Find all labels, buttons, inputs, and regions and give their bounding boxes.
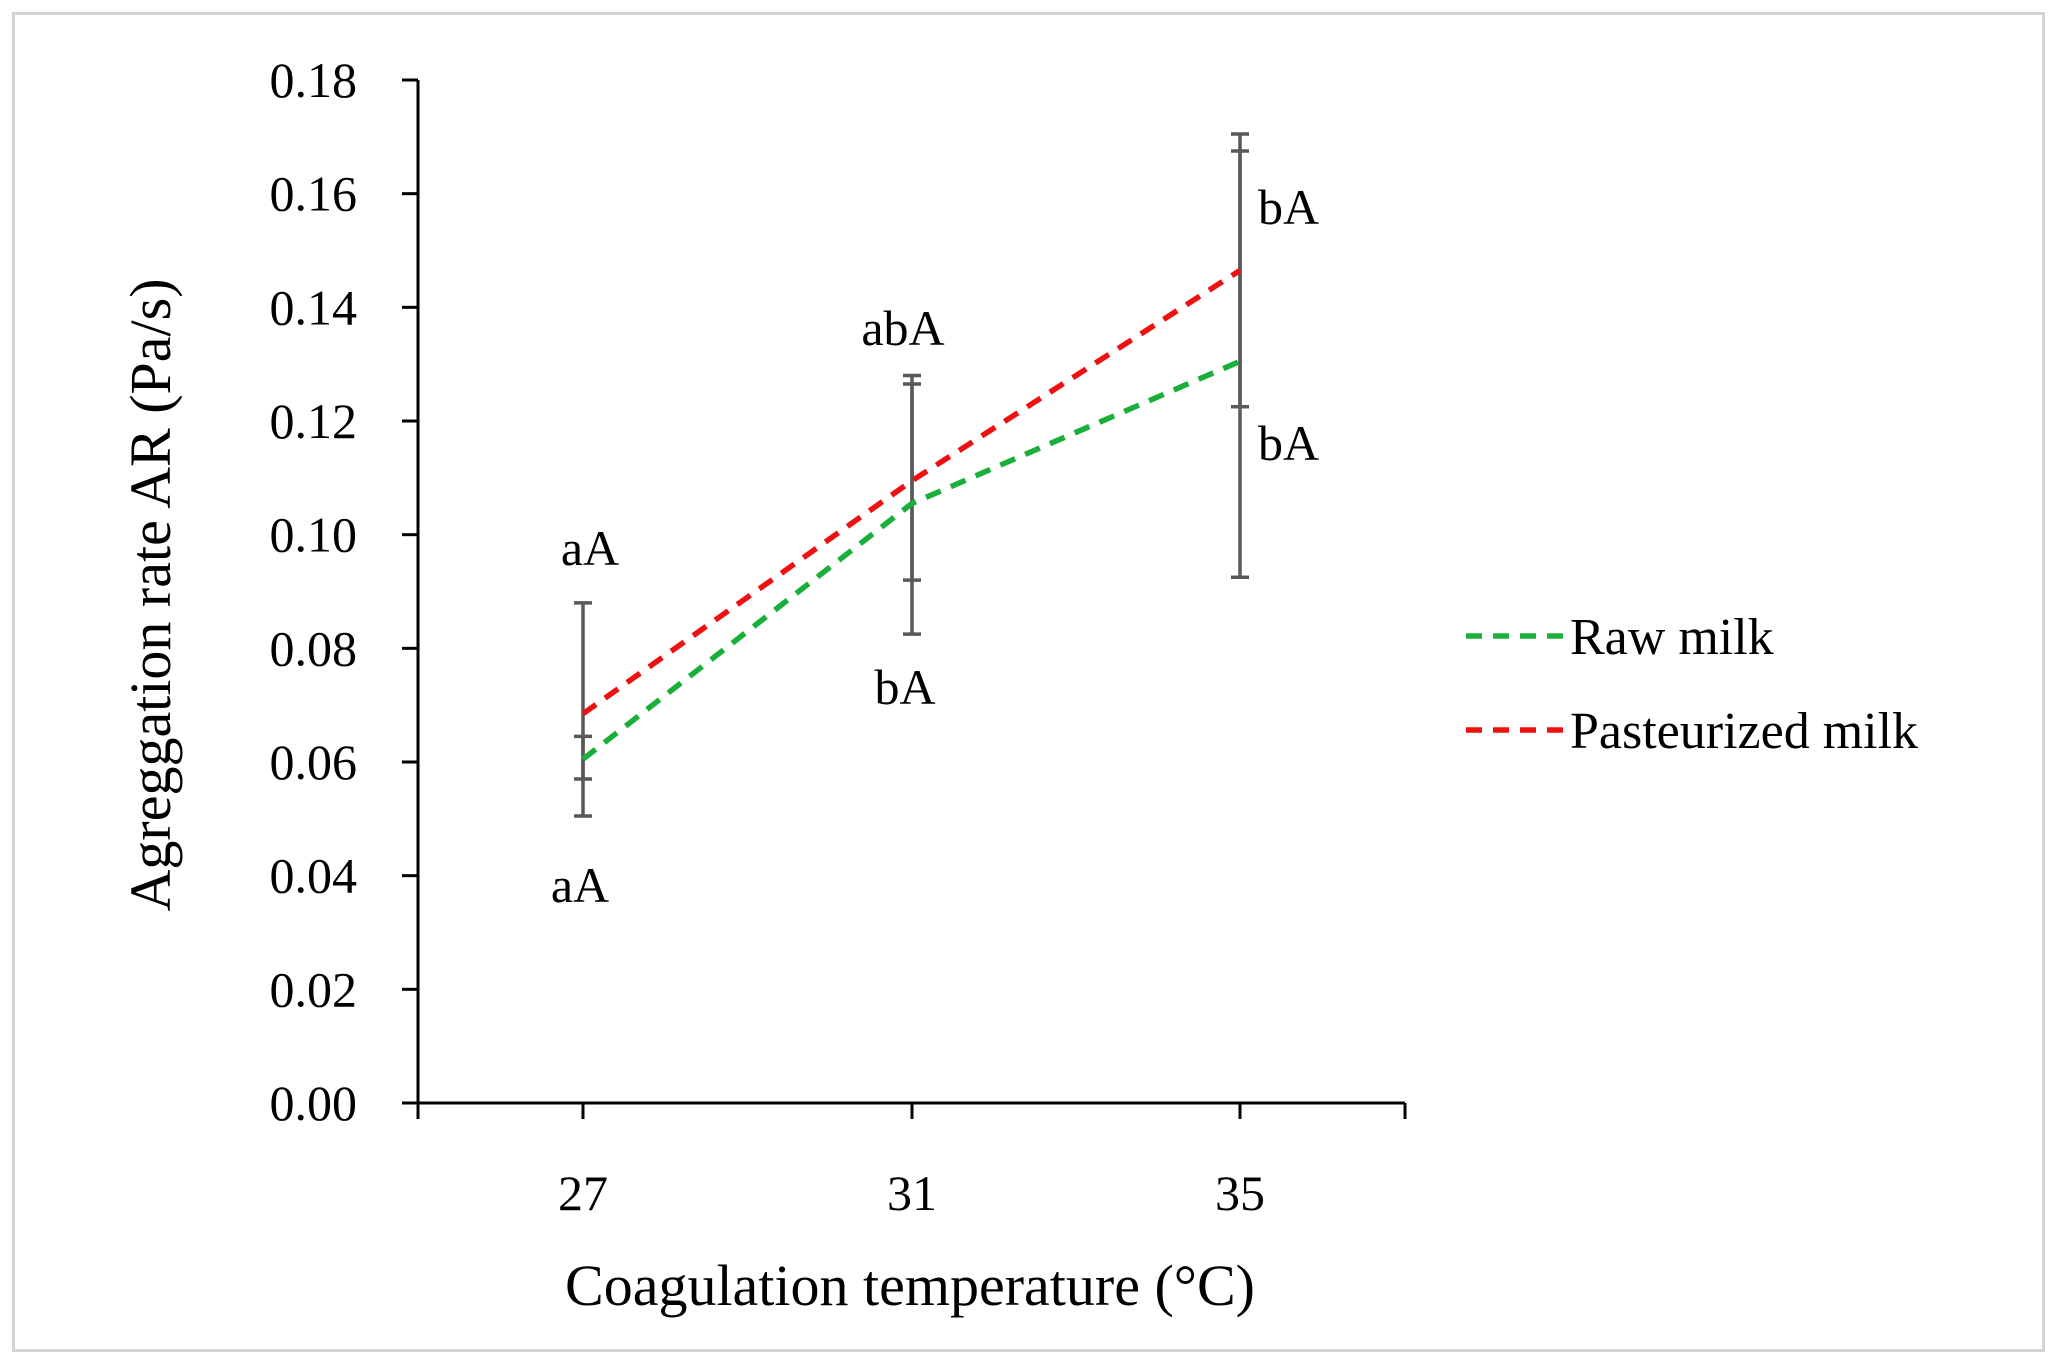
error-bars (574, 132, 1249, 818)
annotation-pasteurized: aA (561, 520, 619, 576)
legend-label: Pasteurized milk (1570, 703, 1918, 760)
x-tick-label: 35 (1215, 1165, 1265, 1221)
annotation-raw: bA (1258, 415, 1319, 471)
y-ticks: 0.00 0.02 0.04 0.06 0.08 0.10 0.12 0.14 0.16 0.18 (270, 52, 418, 1131)
legend-label: Raw milk (1570, 609, 1774, 666)
y-tick-label: 0.02 (270, 961, 358, 1017)
x-tick-label: 27 (558, 1165, 608, 1221)
y-tick-label: 0.06 (270, 734, 358, 790)
y-tick-label: 0.10 (270, 507, 358, 563)
series-line-raw-milk (581, 358, 1242, 762)
y-tick-label: 0.04 (270, 848, 358, 904)
y-tick-label: 0.18 (270, 52, 358, 108)
annotation-pasteurized: bA (1258, 179, 1319, 235)
x-tick-label: 31 (887, 1165, 937, 1221)
legend: Raw milk Pasteurized milk (1466, 609, 1918, 760)
y-tick-label: 0.16 (270, 166, 358, 222)
series-line-pasteurized-milk (581, 268, 1242, 716)
annotation-raw: bA (874, 659, 935, 715)
x-axis-title: Coagulation temperature (°C) (565, 1253, 1255, 1318)
figure-frame (12, 12, 2045, 1352)
significance-annotations: aA bA bA aA abA bA (551, 179, 1319, 913)
y-tick-label: 0.14 (270, 279, 358, 335)
series-lines (581, 268, 1242, 762)
y-tick-label: 0.08 (270, 620, 358, 676)
y-axis-title: Agreggation rate AR (Pa/s) (118, 278, 183, 911)
annotation-pasteurized: abA (861, 300, 944, 356)
x-ticks: 27 31 35 (416, 1103, 1407, 1221)
y-tick-label: 0.00 (270, 1075, 358, 1131)
annotation-raw: aA (551, 857, 609, 913)
y-tick-label: 0.12 (270, 393, 358, 449)
